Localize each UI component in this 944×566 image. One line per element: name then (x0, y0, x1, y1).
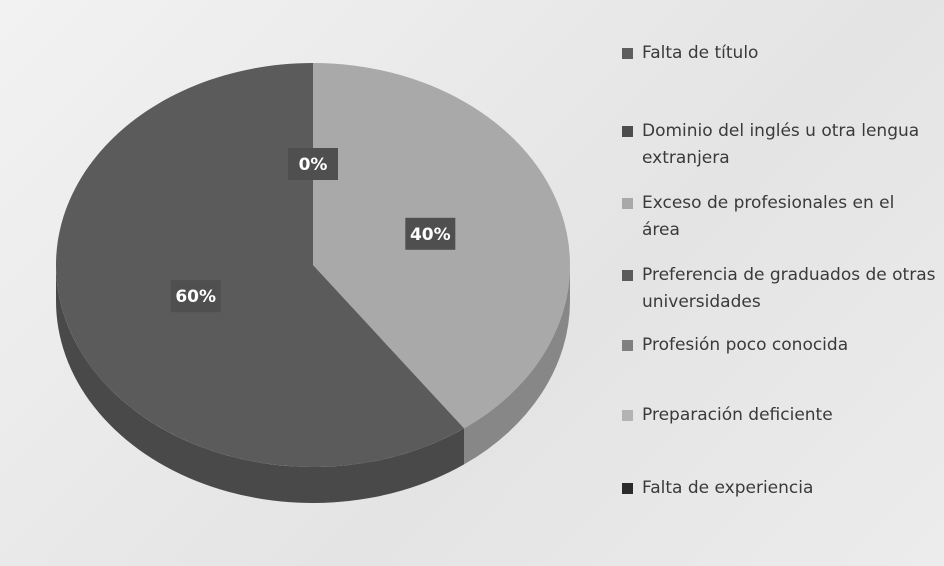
data-label: 60% (175, 287, 216, 307)
slice-side (464, 265, 570, 465)
legend-label: Falta de título (642, 43, 759, 63)
label-box (288, 148, 338, 180)
legend-item: Exceso de profesionales en el área (622, 190, 937, 244)
legend-item: Dominio del inglés u otra lengua extranj… (622, 118, 937, 172)
legend-label: Profesión poco conocida (642, 335, 849, 355)
legend-swatch (622, 410, 633, 421)
legend-label: Exceso de profesionales en el área (642, 193, 895, 240)
legend-label: Preferencia de graduados de otras univer… (642, 265, 936, 312)
data-label: 40% (410, 225, 451, 245)
legend-item: Preferencia de graduados de otras univer… (622, 262, 937, 316)
label-box (170, 280, 221, 313)
legend-item: Profesión poco conocida (622, 332, 937, 359)
label-box (405, 217, 456, 250)
legend-item: Falta de experiencia (622, 475, 937, 502)
legend-label: Dominio del inglés u otra lengua extranj… (642, 121, 920, 168)
legend-swatch (622, 340, 633, 351)
legend-label: Preparación deficiente (642, 405, 833, 425)
data-label: 0% (299, 155, 328, 175)
legend-swatch (622, 270, 633, 281)
legend-swatch (622, 198, 633, 209)
slice (55, 63, 465, 468)
legend-label: Falta de experiencia (642, 478, 814, 498)
legend-item: Preparación deficiente (622, 402, 937, 429)
legend-item: Falta de título (622, 40, 937, 67)
legend-swatch (622, 48, 633, 59)
legend-swatch (622, 483, 633, 494)
legend-swatch (622, 126, 633, 137)
slice-side (56, 265, 465, 504)
